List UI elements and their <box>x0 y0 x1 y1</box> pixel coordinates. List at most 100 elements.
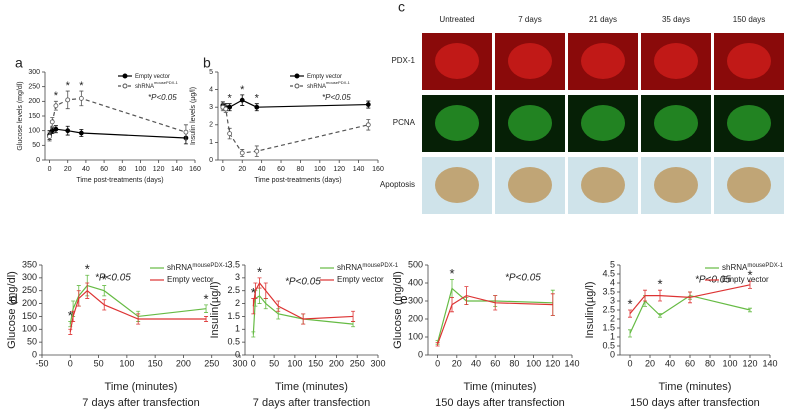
x-tick-label: 140 <box>762 358 777 368</box>
y-tick-label: 2.5 <box>227 285 240 295</box>
x-tick-label: 0 <box>48 166 52 173</box>
error-bar <box>253 282 258 299</box>
image-tile-detail <box>727 105 771 141</box>
legend-marker <box>122 83 128 89</box>
y-tick-label: 200 <box>22 298 37 308</box>
x-tick-label: 80 <box>509 358 519 368</box>
y-tick-label: 0 <box>418 349 423 359</box>
significance-star: * <box>54 90 59 102</box>
x-tick-label: 250 <box>350 358 365 368</box>
y-tick-label: 1 <box>235 324 240 334</box>
y-tick-label: 0.5 <box>227 337 240 347</box>
image-tile-detail <box>654 167 698 203</box>
x-tick-label: 100 <box>119 358 134 368</box>
y-tick-label: 300 <box>28 69 40 76</box>
legend-superscript: mousePDX-1 <box>154 80 179 85</box>
y-tick-label: 300 <box>408 295 423 305</box>
y-tick-label: 3 <box>610 295 615 305</box>
error-bar <box>493 295 498 311</box>
image-tile-detail <box>654 105 698 141</box>
subtitle: 150 days after transfection <box>630 397 760 409</box>
legend-label: Empty vector <box>722 275 769 284</box>
y-tick-label: 0 <box>235 349 240 359</box>
y-tick-label: 100 <box>408 331 423 341</box>
y-tick-label: 0 <box>36 157 40 164</box>
error-bar <box>263 298 268 310</box>
error-bar <box>257 277 262 289</box>
legend-name: shRNA <box>307 84 326 90</box>
subtitle: 150 days after transfection <box>435 397 565 409</box>
x-tick-label: 160 <box>189 166 201 173</box>
x-tick-label: 0 <box>627 358 632 368</box>
x-tick-label: 140 <box>564 358 579 368</box>
x-tick-label: 100 <box>287 358 302 368</box>
x-tick-label: 40 <box>471 358 481 368</box>
significance-star: * <box>627 296 632 311</box>
y-tick-label: 4 <box>209 86 213 93</box>
significance-star: * <box>85 262 90 277</box>
legend-superscript: mousePDX-1 <box>326 80 351 85</box>
data-point <box>53 103 59 109</box>
error-bar <box>251 331 256 338</box>
x-tick-label: 0 <box>251 358 256 368</box>
error-bar <box>550 293 555 316</box>
column-label: 7 days <box>518 15 542 24</box>
x-tick-label: 100 <box>314 166 326 173</box>
error-bar <box>351 310 356 322</box>
error-bar <box>68 328 73 335</box>
column-label: 35 days <box>662 15 690 24</box>
x-axis-label: Time (minutes) <box>464 381 537 393</box>
y-tick-label: 4.5 <box>602 268 615 278</box>
y-axis-label: Glucose levels (mg/dl) <box>17 81 24 150</box>
row-label: Apoptosis <box>380 180 415 189</box>
x-axis-label: Time (minutes) <box>105 381 178 393</box>
y-tick-label: 4 <box>610 277 615 287</box>
y-tick-label: 2 <box>610 313 615 323</box>
series-line <box>222 106 369 154</box>
annotation: *P<0.05 <box>95 273 131 284</box>
y-tick-label: 150 <box>28 113 40 120</box>
y-tick-label: 250 <box>22 285 37 295</box>
row-label: PCNA <box>393 118 416 127</box>
x-tick-label: 60 <box>685 358 695 368</box>
y-tick-label: 200 <box>28 98 40 105</box>
y-tick-label: 0 <box>32 349 37 359</box>
image-tile-detail <box>727 43 771 79</box>
significance-star: * <box>747 268 752 283</box>
error-bar <box>76 290 81 307</box>
significance-star: * <box>449 266 454 281</box>
significance-star: * <box>257 264 262 279</box>
row-label: PDX-1 <box>391 56 415 65</box>
significance-star: * <box>255 93 260 105</box>
image-tile-detail <box>508 43 552 79</box>
y-tick-label: 1.5 <box>227 311 240 321</box>
error-bar <box>688 291 692 304</box>
data-point <box>49 119 55 125</box>
x-tick-label: 200 <box>329 358 344 368</box>
image-tile-detail <box>581 43 625 79</box>
error-bar <box>628 309 632 318</box>
error-bar <box>276 300 281 312</box>
data-point <box>227 131 233 137</box>
y-tick-label: 0.5 <box>602 340 615 350</box>
y-tick-label: 3 <box>235 272 240 282</box>
legend-marker <box>294 73 300 79</box>
error-bar <box>748 307 752 313</box>
y-axis-label: Glucose (mg/dl) <box>392 271 404 349</box>
legend-superscript: mousePDX-1 <box>362 263 398 269</box>
x-tick-label: 40 <box>82 166 90 173</box>
y-axis-label: Glucose (mg/dl) <box>6 271 18 349</box>
data-point <box>239 97 245 103</box>
legend-name: shRNA <box>167 263 193 272</box>
subtitle: 7 days after transfection <box>253 397 370 409</box>
x-tick-label: 120 <box>742 358 757 368</box>
y-tick-label: 2 <box>235 298 240 308</box>
data-point <box>78 96 84 101</box>
error-bar <box>658 289 662 302</box>
data-point <box>223 106 229 112</box>
significance-star: * <box>102 272 107 287</box>
y-tick-label: 3.5 <box>227 259 240 269</box>
x-tick-label: 150 <box>308 358 323 368</box>
annotation: *P<0.05 <box>148 93 177 102</box>
